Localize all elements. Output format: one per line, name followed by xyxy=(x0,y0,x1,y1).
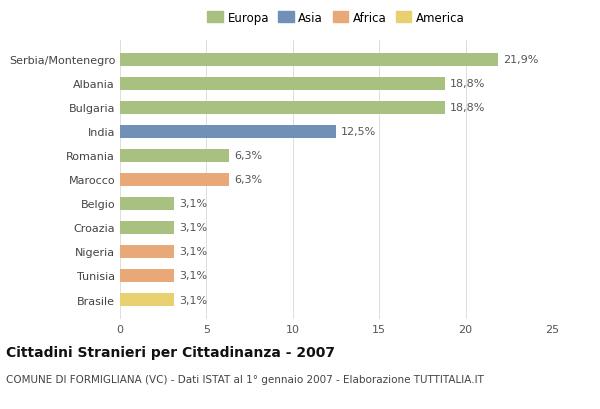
Text: 3,1%: 3,1% xyxy=(179,271,207,281)
Legend: Europa, Asia, Africa, America: Europa, Asia, Africa, America xyxy=(203,7,469,29)
Bar xyxy=(120,126,336,139)
Text: 3,1%: 3,1% xyxy=(179,199,207,209)
Bar xyxy=(120,78,445,91)
Bar xyxy=(120,101,445,115)
Bar xyxy=(120,173,229,187)
Bar xyxy=(120,221,173,234)
Bar xyxy=(120,293,173,306)
Text: 6,3%: 6,3% xyxy=(234,175,262,185)
Bar xyxy=(120,269,173,282)
Bar xyxy=(120,149,229,163)
Bar xyxy=(120,54,499,67)
Bar xyxy=(120,245,173,258)
Text: 3,1%: 3,1% xyxy=(179,247,207,257)
Text: Cittadini Stranieri per Cittadinanza - 2007: Cittadini Stranieri per Cittadinanza - 2… xyxy=(6,346,335,360)
Bar xyxy=(120,197,173,211)
Text: 18,8%: 18,8% xyxy=(450,103,485,113)
Text: COMUNE DI FORMIGLIANA (VC) - Dati ISTAT al 1° gennaio 2007 - Elaborazione TUTTIT: COMUNE DI FORMIGLIANA (VC) - Dati ISTAT … xyxy=(6,374,484,384)
Text: 21,9%: 21,9% xyxy=(503,55,539,65)
Text: 3,1%: 3,1% xyxy=(179,223,207,233)
Text: 6,3%: 6,3% xyxy=(234,151,262,161)
Text: 12,5%: 12,5% xyxy=(341,127,376,137)
Text: 18,8%: 18,8% xyxy=(450,79,485,89)
Text: 3,1%: 3,1% xyxy=(179,295,207,305)
